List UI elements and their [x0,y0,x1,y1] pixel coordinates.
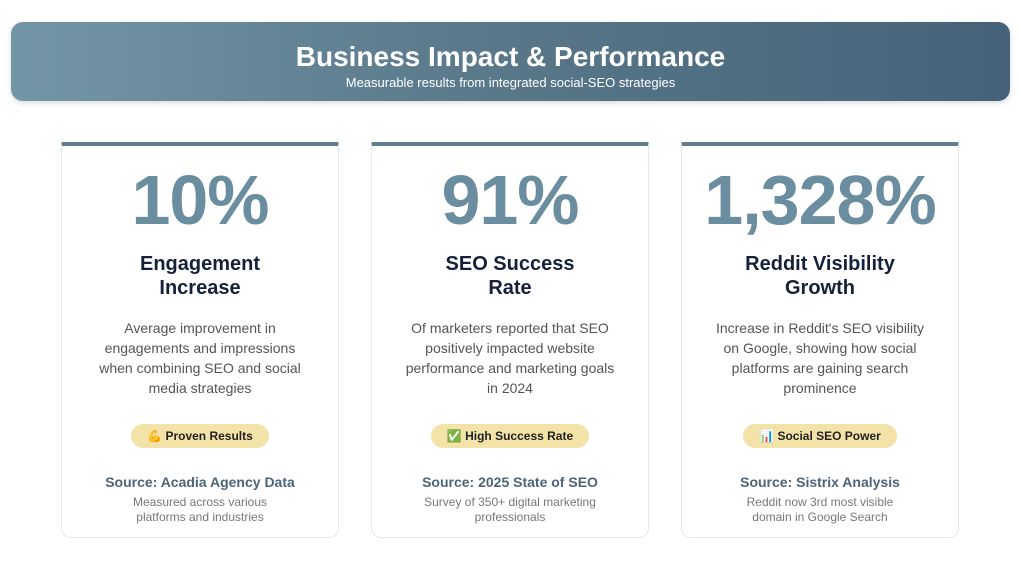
stat-value: 10% [131,161,269,239]
source-note: Reddit now 3rd most visible domain in Go… [746,495,894,524]
stat-card: 10% Engagement Increase Average improvemen… [61,142,339,538]
badge: 💪 Proven Results [131,424,269,448]
source: Source: Sistrix Analysis [740,474,900,490]
stat-card: 91% SEO Success Rate Of marketers reported… [371,142,649,538]
source-note: Measured across various platforms and in… [132,495,268,524]
stat-card: 1,328% Reddit Visibility Growth Increase i… [681,142,959,538]
stat-value: 91% [441,161,579,239]
subtitle: Measurable results from integrated socia… [345,75,676,90]
stat-value: 1,328% [704,161,936,239]
header: Business Impact & Performance Measurable… [11,22,1010,101]
title: Business Impact & Performance [295,41,726,72]
source-note: Survey of 350+ digital marketing profess… [424,495,596,524]
badge: 📊 Social SEO Power [743,424,897,448]
card-title: Engagement Increase [139,253,261,299]
card-title: Reddit Visibility Growth [745,253,895,299]
card-description: Of marketers reported that SEO positivel… [405,320,615,396]
card-description: Increase in Reddit's SEO visibility on G… [715,320,925,396]
card-title: SEO Success Rate [445,253,575,299]
source: Source: 2025 State of SEO [422,474,598,490]
badge: ✅ High Success Rate [430,424,590,448]
card-description: Average improvement in engagements and i… [99,320,301,396]
source: Source: Acadia Agency Data [105,474,295,490]
